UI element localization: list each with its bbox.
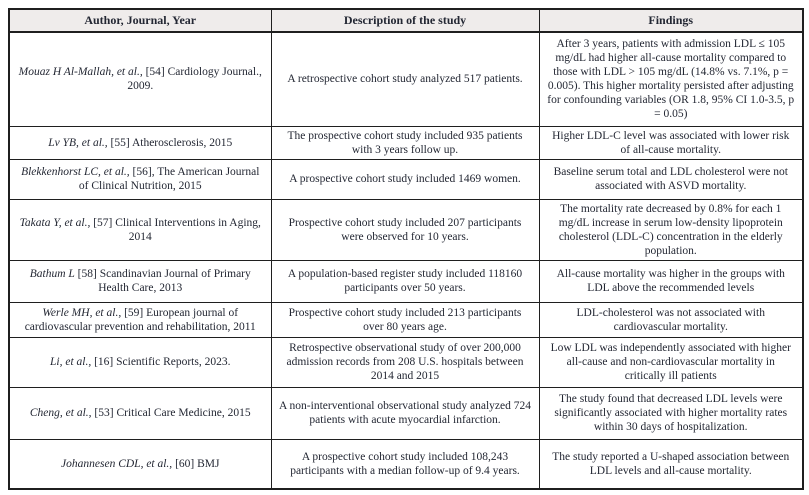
author-journal-year: [60] BMJ xyxy=(172,457,220,470)
author-name: Lv YB, et al., xyxy=(48,136,108,149)
author-cell: Takata Y, et al., [57] Clinical Interven… xyxy=(8,198,272,261)
author-cell: Bathum L [58] Scandinavian Journal of Pr… xyxy=(8,259,272,303)
author-journal-year: [56], The American Journal of Clinical N… xyxy=(78,166,260,192)
author-name: Cheng, et al., xyxy=(29,407,92,419)
author-journal-year: [53] Critical Care Medicine, 2015 xyxy=(91,407,251,419)
table-row: Lv YB, et al., [55] Atherosclerosis, 201… xyxy=(8,125,804,160)
findings-cell: The study reported a U-shaped associatio… xyxy=(538,438,804,490)
table-row: Johannesen CDL, et al., [60] BMJ A prospe… xyxy=(8,438,804,490)
author-name: Werle MH, et al., xyxy=(42,306,122,319)
column-header-author: Author, Journal, Year xyxy=(8,8,272,33)
description-cell: Retrospective observational study of ove… xyxy=(270,336,540,388)
author-cell: Mouaz H Al-Mallah, et al., [54] Cardiolo… xyxy=(8,31,272,127)
studies-table: Author, Journal, Year Description of the… xyxy=(8,8,804,490)
author-name: Li, et al., xyxy=(50,356,92,368)
author-name: Bathum L xyxy=(29,268,75,280)
author-name: Johannesen CDL, et al., xyxy=(61,457,173,470)
table-row: Bathum L [58] Scandinavian Journal of Pr… xyxy=(8,259,804,303)
description-cell: Prospective cohort study included 213 pa… xyxy=(270,301,540,338)
description-cell: A prospective cohort study included 1469… xyxy=(270,158,540,200)
author-cell: Werle MH, et al., [59] European journal … xyxy=(8,301,272,338)
description-cell: Prospective cohort study included 207 pa… xyxy=(270,198,540,261)
findings-cell: LDL-cholesterol was not associated with … xyxy=(538,301,804,338)
column-header-description: Description of the study xyxy=(270,8,540,33)
table-row: Cheng, et al., [53] Critical Care Medici… xyxy=(8,386,804,440)
findings-cell: After 3 years, patients with admission L… xyxy=(538,31,804,127)
author-cell: Lv YB, et al., [55] Atherosclerosis, 201… xyxy=(8,125,272,160)
description-cell: A prospective cohort study included 108,… xyxy=(270,438,540,490)
description-cell: The prospective cohort study included 93… xyxy=(270,125,540,160)
table-row: Li, et al., [16] Scientific Reports, 202… xyxy=(8,336,804,388)
findings-cell: Higher LDL-C level was associated with l… xyxy=(538,125,804,160)
author-name: Takata Y, et al., xyxy=(19,216,91,229)
description-cell: A non-interventional observational study… xyxy=(270,386,540,440)
findings-cell: The mortality rate decreased by 0.8% for… xyxy=(538,198,804,261)
author-cell: Blekkenhorst LC, et al., [56], The Ameri… xyxy=(8,158,272,200)
author-journal-year: [55] Atherosclerosis, 2015 xyxy=(107,136,233,149)
author-journal-year: [58] Scandinavian Journal of Primary Hea… xyxy=(74,268,251,294)
author-name: Mouaz H Al-Mallah, et al., xyxy=(18,66,143,79)
author-journal-year: [57] Clinical Interventions in Aging, 20… xyxy=(90,216,261,243)
table-body: Mouaz H Al-Mallah, et al., [54] Cardiolo… xyxy=(8,31,804,490)
findings-cell: The study found that decreased LDL level… xyxy=(538,386,804,440)
findings-cell: Low LDL was independently associated wit… xyxy=(538,336,804,388)
column-header-findings: Findings xyxy=(538,8,804,33)
author-journal-year: [16] Scientific Reports, 2023. xyxy=(91,356,231,368)
description-cell: A retrospective cohort study analyzed 51… xyxy=(270,31,540,127)
header-row: Author, Journal, Year Description of the… xyxy=(8,8,804,33)
table-row: Blekkenhorst LC, et al., [56], The Ameri… xyxy=(8,158,804,200)
author-cell: Cheng, et al., [53] Critical Care Medici… xyxy=(8,386,272,440)
findings-cell: Baseline serum total and LDL cholesterol… xyxy=(538,158,804,200)
table-row: Werle MH, et al., [59] European journal … xyxy=(8,301,804,338)
description-cell: A population-based register study includ… xyxy=(270,259,540,303)
author-journal-year: [59] European journal of cardiovascular … xyxy=(24,306,256,333)
author-name: Blekkenhorst LC, et al., xyxy=(21,166,130,178)
table-row: Mouaz H Al-Mallah, et al., [54] Cardiolo… xyxy=(8,31,804,127)
author-cell: Johannesen CDL, et al., [60] BMJ xyxy=(8,438,272,490)
author-journal-year: [54] Cardiology Journal., 2009. xyxy=(127,66,262,93)
table-row: Takata Y, et al., [57] Clinical Interven… xyxy=(8,198,804,261)
findings-cell: All-cause mortality was higher in the gr… xyxy=(538,259,804,303)
author-cell: Li, et al., [16] Scientific Reports, 202… xyxy=(8,336,272,388)
